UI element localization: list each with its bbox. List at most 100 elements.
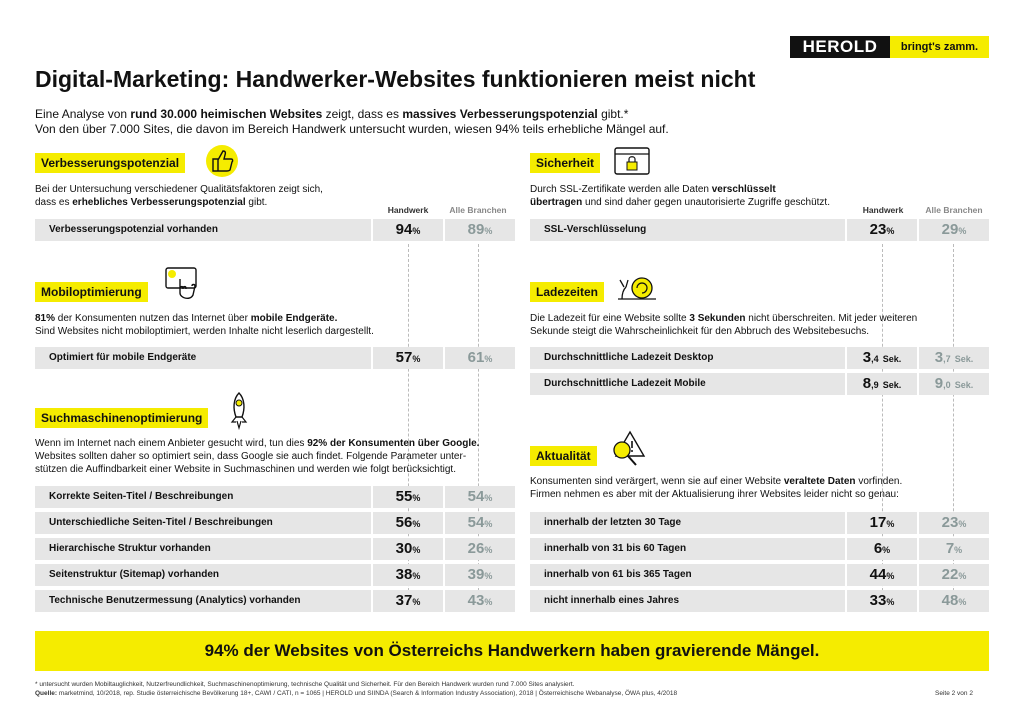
value-handwerk: 33%	[847, 590, 917, 612]
value-handwerk: 38%	[373, 564, 443, 586]
value-number: 3	[862, 349, 872, 366]
section-title-ladezeiten: Ladezeiten	[530, 282, 605, 302]
value-unit: %	[484, 597, 493, 607]
value-number: 26	[467, 540, 485, 557]
value-unit: %	[954, 545, 963, 555]
section-title-aktualitaet: Aktualität	[530, 446, 597, 466]
value-unit: %	[412, 519, 421, 529]
value-alle-branchen: 22%	[919, 564, 989, 586]
value-decimal: ,4	[871, 354, 879, 364]
thumbs-up-icon	[206, 145, 238, 177]
value-alle-branchen: 9,0 Sek.	[919, 373, 989, 395]
description-line: Sind Websites nicht mobiloptimiert, werd…	[35, 326, 374, 337]
description-part: vorfinden.	[855, 476, 903, 487]
table-row: innerhalb der letzten 30 Tage 17% 23%	[530, 512, 989, 534]
table-row: Optimiert für mobile Endgeräte 57% 61%	[35, 347, 515, 369]
value-unit: %	[886, 519, 895, 529]
column-header-handwerk: Handwerk	[862, 205, 904, 215]
description-line: 81% der Konsumenten nutzen das Internet …	[35, 312, 505, 325]
value-number: 54	[467, 488, 485, 505]
value-alle-branchen: 54%	[445, 512, 515, 534]
row-label: Durchschnittliche Ladezeit Mobile	[530, 373, 845, 395]
snail-icon	[618, 277, 656, 300]
value-decimal: ,7	[943, 354, 951, 364]
brand-header: HEROLD bringt's zamm.	[790, 36, 989, 58]
row-label: innerhalb von 61 bis 365 Tagen	[530, 564, 845, 586]
guide-line-alle	[478, 244, 479, 611]
value-number: 48	[941, 592, 959, 609]
value-handwerk: 17%	[847, 512, 917, 534]
table-row: Seitenstruktur (Sitemap) vorhanden 38% 3…	[35, 564, 515, 586]
value-unit: %	[412, 493, 421, 503]
table-row: Durchschnittliche Ladezeit Mobile 8,9 Se…	[530, 373, 989, 395]
value-number: 61	[467, 349, 485, 366]
description-part: dass es	[35, 197, 73, 208]
intro-text-part: zeigt, dass es	[322, 107, 403, 121]
row-label: SSL-Verschlüsselung	[530, 219, 845, 241]
page-title: Digital-Marketing: Handwerker-Websites f…	[35, 66, 756, 92]
verbesserung-description: Bei der Untersuchung verschiedener Quali…	[35, 183, 505, 209]
value-unit: %	[958, 597, 967, 607]
row-label: nicht innerhalb eines Jahres	[530, 590, 845, 612]
value-number: 22	[941, 566, 959, 583]
value-unit: Sek.	[954, 354, 974, 364]
value-unit: %	[958, 571, 967, 581]
value-number: 8	[862, 375, 872, 392]
value-number: 56	[395, 514, 413, 531]
intro-text: Eine Analyse von rund 30.000 heimischen …	[35, 107, 975, 137]
intro-text-part: gibt.*	[597, 107, 629, 121]
value-handwerk: 3,4 Sek.	[847, 347, 917, 369]
value-alle-branchen: 89%	[445, 219, 515, 241]
row-label: Optimiert für mobile Endgeräte	[35, 347, 371, 369]
description-highlight: übertragen	[530, 197, 583, 208]
value-unit: %	[412, 571, 421, 581]
description-line: Durch SSL-Zertifikate werden alle Daten …	[530, 183, 1000, 196]
description-line: stützen die Auffindbarkeit einer Website…	[35, 464, 456, 475]
value-alle-branchen: 54%	[445, 486, 515, 508]
description-part: und sind daher gegen unautorisierte Zugr…	[582, 197, 830, 208]
value-alle-branchen: 43%	[445, 590, 515, 612]
value-handwerk: 30%	[373, 538, 443, 560]
value-alle-branchen: 23%	[919, 512, 989, 534]
value-decimal: ,0	[943, 380, 951, 390]
description-part: Konsumenten sind verärgert, wenn sie auf…	[530, 476, 784, 487]
description-line: Die Ladezeit für eine Website sollte 3 S…	[530, 312, 1000, 325]
description-highlight: 92% der Konsumenten über Google.	[307, 438, 480, 449]
guide-line-handwerk	[408, 244, 409, 611]
value-unit: %	[958, 519, 967, 529]
description-part: Durch SSL-Zertifikate werden alle Daten	[530, 184, 712, 195]
touch-screen-icon	[165, 267, 197, 300]
seo-description: Wenn im Internet nach einem Anbieter ges…	[35, 437, 505, 476]
summary-banner: 94% der Websites von Österreichs Handwer…	[35, 631, 989, 671]
value-handwerk: 6%	[847, 538, 917, 560]
value-decimal: ,9	[871, 380, 879, 390]
value-unit: %	[412, 545, 421, 555]
section-title-verbesserung: Verbesserungspotenzial	[35, 153, 186, 173]
value-number: 38	[395, 566, 413, 583]
column-header-alle-branchen: Alle Branchen	[449, 205, 507, 215]
description-line: Bei der Untersuchung verschiedener Quali…	[35, 184, 323, 195]
value-number: 3	[934, 349, 944, 366]
description-highlight: mobile Endgeräte.	[250, 313, 338, 324]
value-number: 55	[395, 488, 413, 505]
description-highlight: verschlüsselt	[711, 184, 776, 195]
table-row: Korrekte Seiten-Titel / Beschreibungen 5…	[35, 486, 515, 508]
table-row: Durchschnittliche Ladezeit Desktop 3,4 S…	[530, 347, 989, 369]
mobil-description: 81% der Konsumenten nutzen das Internet …	[35, 312, 505, 338]
value-number: 33	[869, 592, 887, 609]
value-number: 17	[869, 514, 887, 531]
value-unit: %	[886, 597, 895, 607]
value-unit: %	[484, 519, 493, 529]
row-label: Seitenstruktur (Sitemap) vorhanden	[35, 564, 371, 586]
value-unit: %	[412, 354, 421, 364]
value-handwerk: 55%	[373, 486, 443, 508]
value-unit: %	[484, 545, 493, 555]
table-row: Technische Benutzermessung (Analytics) v…	[35, 590, 515, 612]
value-number: 23	[941, 514, 959, 531]
value-unit: %	[484, 354, 493, 364]
description-line: dass es erhebliches Verbesserungspotenzi…	[35, 196, 505, 209]
guide-line-handwerk	[882, 244, 883, 611]
sicherheit-description: Durch SSL-Zertifikate werden alle Daten …	[530, 183, 1000, 209]
value-alle-branchen: 48%	[919, 590, 989, 612]
value-number: 94	[395, 221, 413, 238]
